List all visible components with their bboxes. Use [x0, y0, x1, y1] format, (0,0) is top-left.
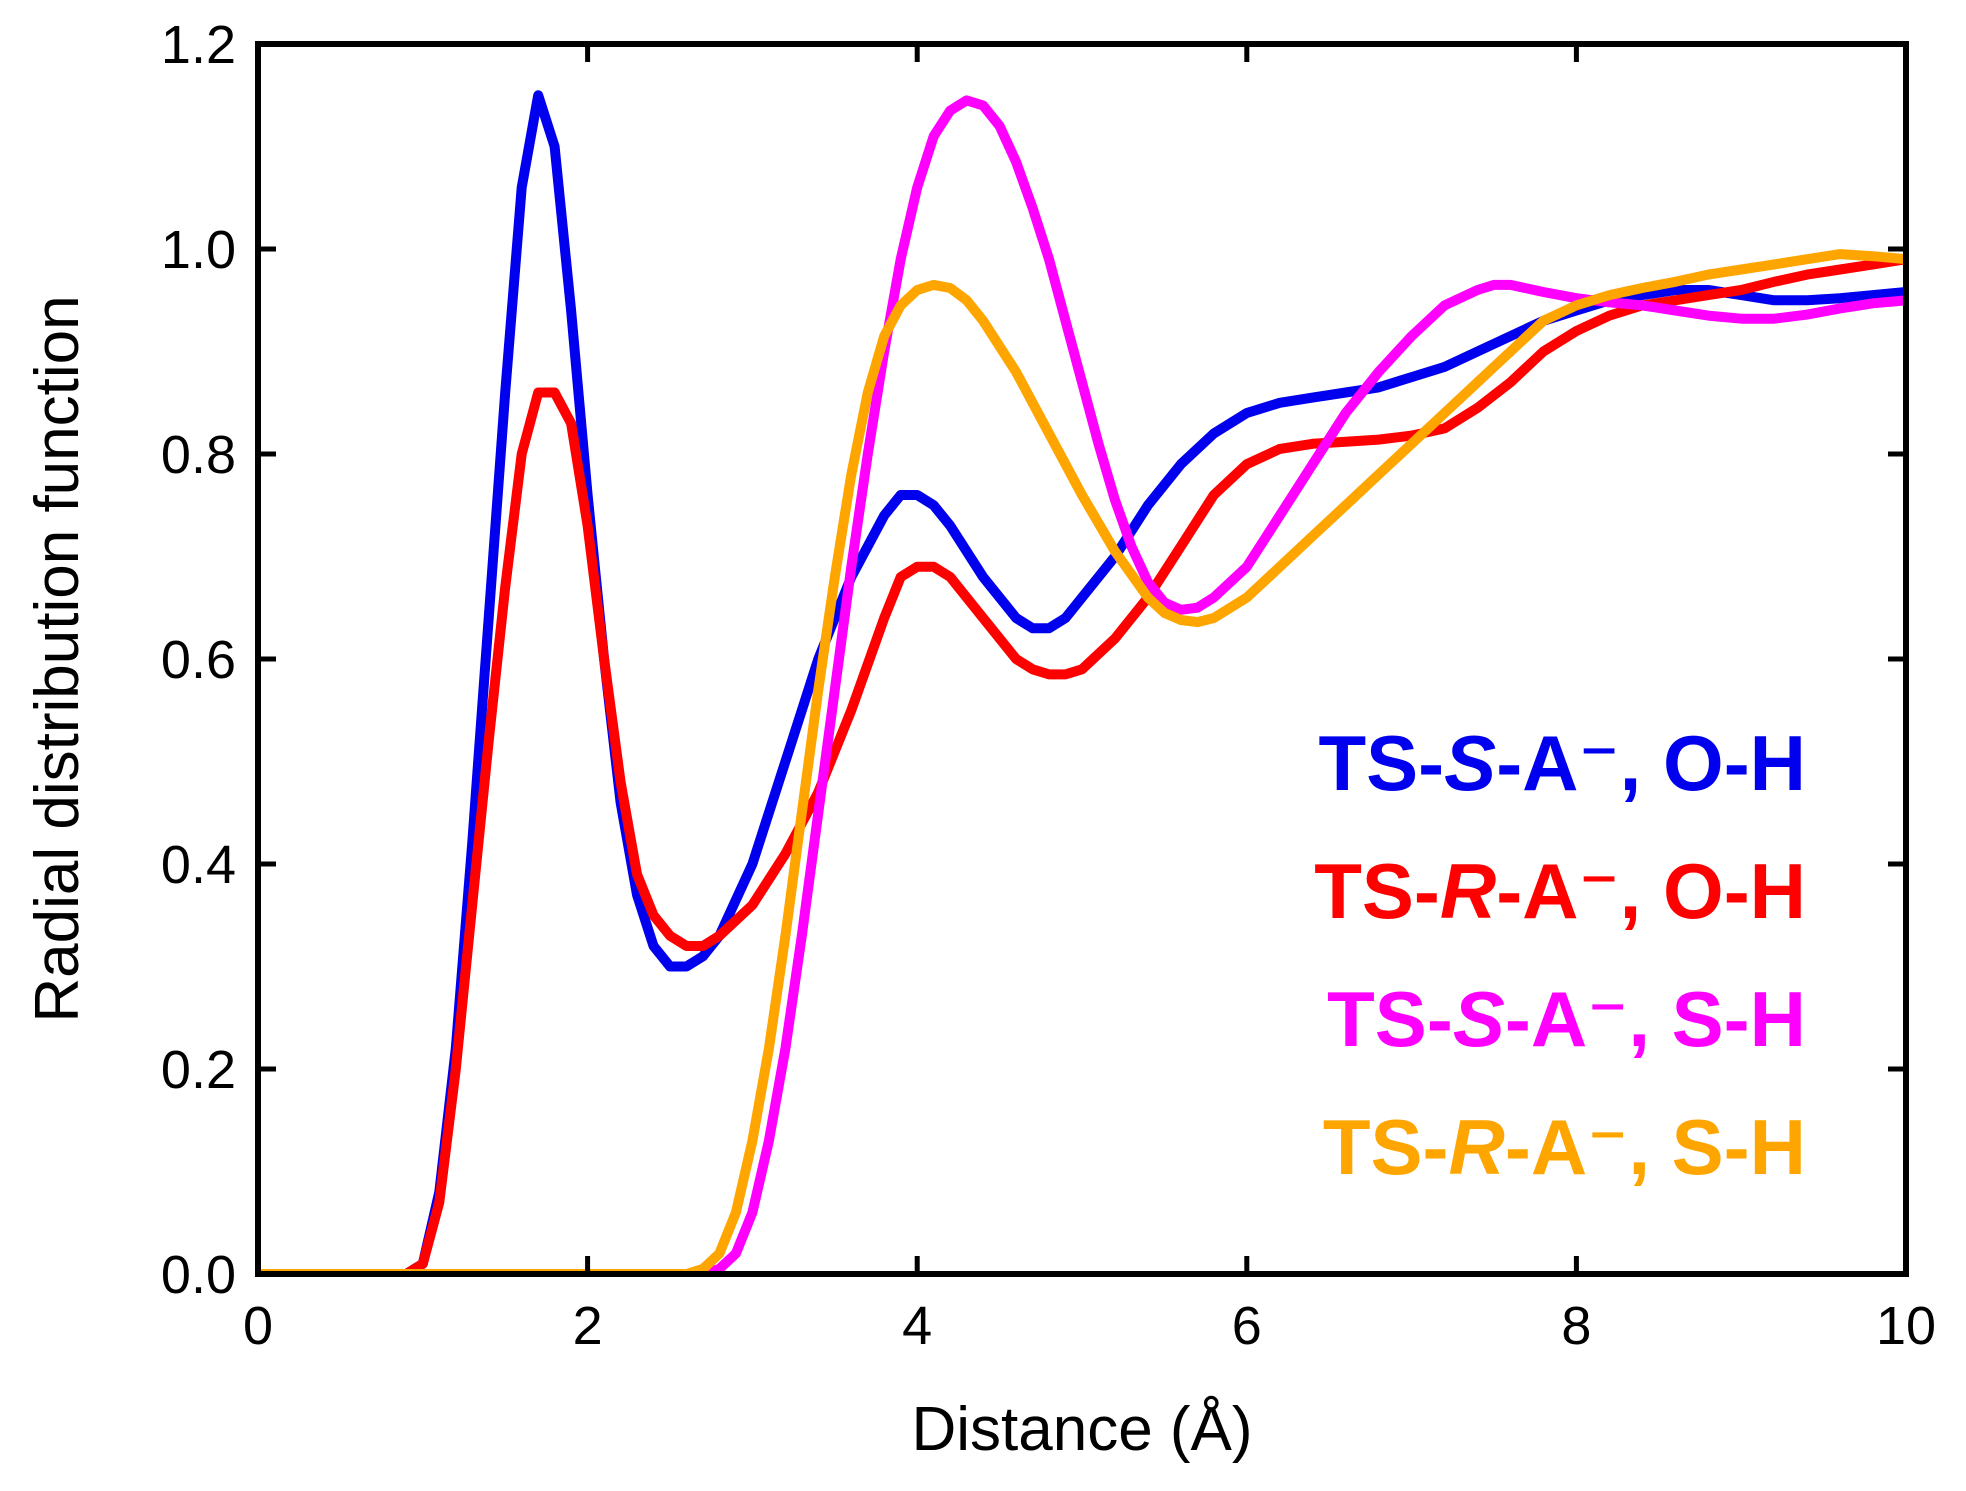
x-tick-label: 2 — [573, 1296, 603, 1356]
y-tick-label: 0.2 — [161, 1040, 236, 1100]
legend-entry-2: TS-R-A⁻, O-H — [1314, 847, 1806, 935]
legend-entry-part: -A⁻, O-H — [1496, 719, 1806, 807]
y-tick-label: 0.6 — [161, 630, 236, 690]
legend-entry-3: TS-S-A⁻, S-H — [1327, 975, 1806, 1063]
legend-entry-part: TS- — [1319, 719, 1445, 807]
series-line-2 — [258, 254, 1906, 1274]
legend-entry-part: R — [1440, 847, 1496, 935]
series-line-3 — [258, 95, 1906, 1274]
legend-entry-4: TS-R-A⁻, S-H — [1323, 1103, 1806, 1191]
series-line-4 — [258, 249, 1906, 1274]
x-tick-label: 4 — [902, 1296, 932, 1356]
legend-entry-part: -A⁻, S-H — [1505, 1103, 1806, 1191]
x-tick-label: 10 — [1876, 1296, 1936, 1356]
legend-entry-part: TS- — [1327, 975, 1453, 1063]
legend: TS-S-A⁻, O-HTS-R-A⁻, O-HTS-S-A⁻, S-HTS-R… — [1314, 719, 1806, 1191]
series-line-1 — [258, 90, 1906, 1274]
legend-entry-part: R — [1449, 1103, 1505, 1191]
legend-entry-part: S — [1453, 975, 1505, 1063]
y-tick-label: 0.4 — [161, 835, 236, 895]
series-layer — [258, 90, 1906, 1274]
y-tick-label: 0.0 — [161, 1245, 236, 1305]
x-tick-label: 6 — [1232, 1296, 1262, 1356]
x-axis-title: Distance (Å) — [911, 1395, 1252, 1464]
x-tick-label: 8 — [1561, 1296, 1591, 1356]
x-tick-label: 0 — [243, 1296, 273, 1356]
legend-entry-part: TS- — [1314, 847, 1440, 935]
tick-labels: 0 2 4 6 8 10 0.0 0.2 0.4 0.6 0.8 1.0 1.2 — [161, 15, 1936, 1356]
legend-entry-part: S — [1444, 719, 1496, 807]
ticks-layer — [255, 41, 1909, 1277]
y-tick-label: 0.8 — [161, 425, 236, 485]
legend-entry-1: TS-S-A⁻, O-H — [1319, 719, 1806, 807]
plot-frame — [255, 41, 1909, 1277]
legend-entry-part: -A⁻, O-H — [1496, 847, 1806, 935]
y-tick-label: 1.0 — [161, 220, 236, 280]
y-tick-label: 1.2 — [161, 15, 236, 75]
legend-entry-part: TS- — [1323, 1103, 1449, 1191]
legend-entry-part: -A⁻, S-H — [1505, 975, 1806, 1063]
y-axis-title: Radial distribution function — [23, 295, 92, 1022]
